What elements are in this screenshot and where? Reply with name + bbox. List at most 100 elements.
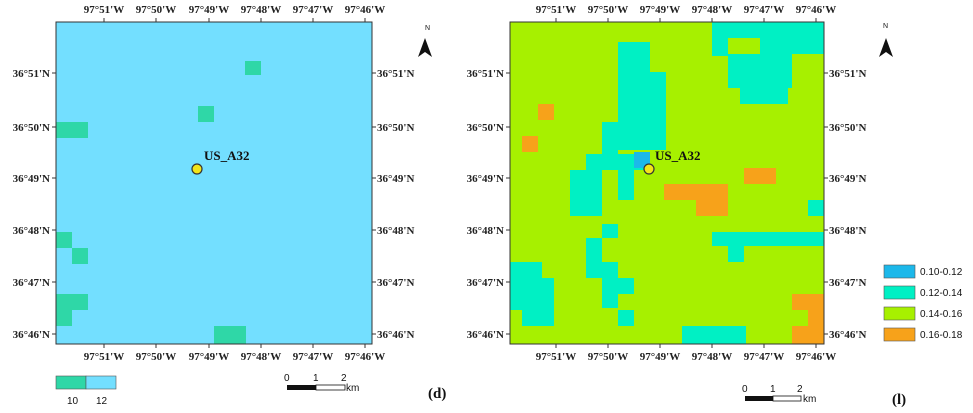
class-016-018-cell bbox=[808, 310, 824, 326]
north-arrow-l-icon bbox=[879, 38, 893, 57]
site-label-l: US_A32 bbox=[655, 148, 701, 163]
class-012-014-cell bbox=[586, 238, 602, 278]
panel-l-lon-label-top: 97°50'W bbox=[588, 4, 628, 16]
legend-l-label-2: 0.12-0.14 bbox=[920, 288, 963, 299]
class-10-cell bbox=[56, 294, 88, 310]
class-016-018-cell bbox=[538, 104, 554, 120]
panel-l-lon-label-top: 97°49'W bbox=[640, 4, 680, 16]
panel-l-lon-label-bottom: 97°50'W bbox=[588, 351, 628, 363]
panel-d-lon-label-bottom: 97°49'W bbox=[189, 351, 229, 363]
scale-bar-l-label-0: 0 bbox=[742, 384, 748, 395]
scale-bar-l-segment-1 bbox=[745, 396, 773, 401]
site-label-d: US_A32 bbox=[204, 148, 250, 163]
north-arrow-l-label: N bbox=[883, 23, 888, 30]
legend-d-swatch-12 bbox=[85, 375, 117, 390]
site-marker-d bbox=[191, 163, 203, 175]
panel-d-lon-label-bottom: 97°48'W bbox=[241, 351, 281, 363]
panel-l-lat-label-right: 36°47'N bbox=[829, 277, 866, 289]
site-marker-l bbox=[643, 163, 655, 175]
class-016-018-cell bbox=[792, 294, 824, 310]
class-012-014-cell bbox=[618, 170, 634, 200]
panel-d-graticule: 97°51'W 97°51'W 97°50'W 97°50'W 97°49'W 97°49… bbox=[13, 4, 415, 363]
panel-d-lat-label-left: 36°50'N bbox=[13, 122, 50, 134]
map-panel-d: 97°51'W 97°51'W 97°50'W 97°50'W 97°49'W 97°49… bbox=[13, 4, 415, 363]
class-10-cell bbox=[72, 248, 88, 264]
scale-bar-l-label-2: 2 bbox=[797, 384, 803, 395]
class-012-014-cell bbox=[510, 262, 542, 278]
class-016-018-cell bbox=[744, 168, 776, 184]
legend-d-label-10: 10 bbox=[67, 396, 79, 407]
legend-d: 10 12 bbox=[55, 375, 117, 407]
panel-l-lat-label-left: 36°48'N bbox=[467, 225, 504, 237]
scale-bar-l: 0 1 2 km bbox=[742, 384, 816, 405]
panel-d-lon-label-top: 97°49'W bbox=[189, 4, 229, 16]
scale-bar-d-unit: km bbox=[346, 383, 359, 394]
panel-d-frame bbox=[55, 21, 373, 345]
class-012-014-cell bbox=[682, 326, 746, 344]
class-012-014-cell bbox=[712, 38, 728, 56]
class-012-014-cell bbox=[510, 278, 554, 310]
panel-l-lat-label-left: 36°49'N bbox=[467, 173, 504, 185]
panel-d-lat-label-left: 36°49'N bbox=[13, 173, 50, 185]
panel-l-lon-label-top: 97°48'W bbox=[692, 4, 732, 16]
panel-d-lon-label-bottom: 97°51'W bbox=[84, 351, 124, 363]
legend-l-label-1: 0.10-0.12 bbox=[920, 267, 963, 278]
class-012-014-cell bbox=[740, 88, 788, 104]
panel-d-lat-label-left: 36°46'N bbox=[13, 329, 50, 341]
class-010-012-cell bbox=[634, 152, 650, 168]
panel-l-lon-label-bottom: 97°48'W bbox=[692, 351, 732, 363]
class-10-cell bbox=[214, 326, 246, 344]
panel-d-lat-label-right: 36°47'N bbox=[377, 277, 414, 289]
scale-bar-l-unit: km bbox=[803, 394, 816, 405]
panel-l-lon-label-top: 97°47'W bbox=[744, 4, 784, 16]
panel-label-d: (d) bbox=[428, 386, 446, 402]
panel-d-lon-label-top: 97°47'W bbox=[293, 4, 333, 16]
class-012-014-cell bbox=[602, 224, 618, 238]
panel-d-lon-label-bottom: 97°50'W bbox=[136, 351, 176, 363]
north-arrow-d-icon bbox=[418, 38, 432, 57]
class-012-014-cell bbox=[808, 200, 824, 216]
panel-l-lon-label-top: 97°51'W bbox=[536, 4, 576, 16]
panel-d-lat-label-right: 36°50'N bbox=[377, 122, 414, 134]
scale-bar-d-segment-2 bbox=[315, 384, 346, 391]
class-012-014-cell bbox=[712, 232, 824, 246]
panel-l-graticule: 97°51'W 97°51'W 97°50'W 97°50'W 97°49'W 97°49… bbox=[467, 4, 867, 363]
scale-bar-d: 0 1 2 km bbox=[284, 373, 359, 394]
panel-l-lon-label-bottom: 97°49'W bbox=[640, 351, 680, 363]
panel-d-lat-label-left: 36°48'N bbox=[13, 225, 50, 237]
class-10-cell bbox=[56, 232, 72, 248]
panel-l-lat-label-right: 36°46'N bbox=[829, 329, 866, 341]
panel-l-lat-label-left: 36°47'N bbox=[467, 277, 504, 289]
panel-d-lon-label-bottom: 97°46'W bbox=[345, 351, 385, 363]
legend-d-label-12: 12 bbox=[96, 396, 108, 407]
class-012-014-cell bbox=[618, 92, 666, 150]
class-012-014-cell bbox=[712, 22, 824, 38]
panel-l-lon-label-top: 97°46'W bbox=[796, 4, 836, 16]
panel-d-lon-label-bottom: 97°47'W bbox=[293, 351, 333, 363]
north-arrow-l: N bbox=[879, 23, 893, 57]
scale-bar-l-label-1: 1 bbox=[770, 384, 776, 395]
panel-l-lat-label-left: 36°46'N bbox=[467, 329, 504, 341]
panel-l-lon-label-bottom: 97°46'W bbox=[796, 351, 836, 363]
class-012-014-cell bbox=[522, 310, 554, 326]
scale-bar-l-segment-2 bbox=[772, 395, 802, 402]
legend-l: 0.10-0.12 0.12-0.14 0.14-0.16 0.16-0.18 bbox=[883, 264, 963, 342]
panel-l-lat-label-right: 36°49'N bbox=[829, 173, 866, 185]
panel-l-lat-label-right: 36°48'N bbox=[829, 225, 866, 237]
scale-bar-d-label-1: 1 bbox=[313, 373, 319, 384]
class-10-cell bbox=[245, 61, 261, 75]
legend-l-swatch-3 bbox=[883, 306, 916, 321]
class-012-014-cell bbox=[602, 122, 618, 154]
north-arrow-d-label: N bbox=[425, 25, 430, 32]
class-012-014-cell bbox=[602, 262, 618, 308]
class-012-014-cell bbox=[618, 278, 634, 294]
scale-bar-d-label-2: 2 bbox=[341, 373, 347, 384]
panel-d-lat-label-left: 36°51'N bbox=[13, 68, 50, 80]
class-012-014-cell bbox=[728, 54, 792, 88]
panel-d-lat-label-right: 36°48'N bbox=[377, 225, 414, 237]
class-012-014-cell bbox=[760, 38, 824, 54]
class-10-cell bbox=[198, 106, 214, 122]
panel-d-lat-label-left: 36°47'N bbox=[13, 277, 50, 289]
class-10-cell bbox=[56, 122, 88, 138]
